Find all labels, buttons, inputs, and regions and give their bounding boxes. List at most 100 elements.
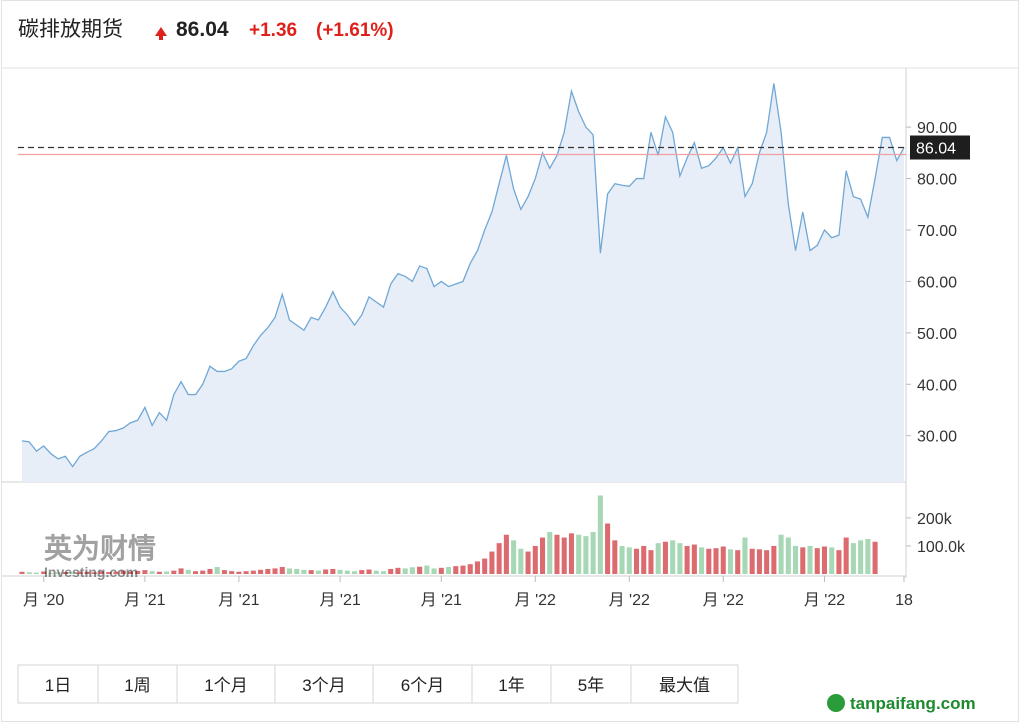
volume-bar [706, 548, 712, 574]
volume-bar [872, 541, 878, 574]
volume-bar [156, 571, 162, 574]
volume-bar [576, 534, 582, 574]
volume-bar [489, 551, 495, 574]
volume-bar [395, 567, 401, 574]
volume-bar [91, 572, 97, 574]
volume-bar [597, 495, 603, 574]
volume-bar [265, 568, 271, 574]
volume-bar [55, 572, 61, 574]
volume-bar [539, 537, 546, 574]
y-tick-label: 90.00 [917, 120, 957, 137]
volume-tick-label: 100.0k [917, 539, 966, 556]
volume-bar [800, 547, 806, 574]
volume-tick-label: 200k [917, 511, 953, 528]
price-line [21, 83, 905, 468]
volume-bar [373, 570, 379, 574]
volume-bar [807, 545, 813, 574]
volume-bar [438, 567, 444, 574]
volume-bar [677, 543, 683, 574]
volume-bar [164, 571, 170, 574]
volume-bar [626, 547, 632, 574]
volume-bar [214, 566, 220, 574]
volume-bar [250, 570, 256, 574]
area-fill [22, 83, 904, 482]
volume-bar [127, 571, 133, 574]
volume-bar [352, 571, 358, 574]
volume-bar [662, 541, 668, 574]
volume-bar [713, 548, 719, 574]
volume-bar [482, 558, 488, 574]
volume-bar [207, 568, 213, 574]
volume-bar [568, 533, 574, 574]
volume-bar [388, 568, 394, 574]
range-button[interactable] [274, 664, 374, 704]
range-button-label[interactable]: 1日 [45, 676, 71, 695]
x-tick-label: 18 [895, 592, 913, 609]
range-button-label[interactable]: 最大值 [659, 676, 710, 695]
range-button-label[interactable]: 1个月 [204, 676, 247, 695]
volume-bar [19, 571, 25, 574]
volume-bar [829, 547, 835, 574]
range-button-label[interactable]: 1周 [124, 676, 150, 695]
volume-bar [113, 571, 119, 574]
range-button[interactable] [176, 664, 276, 704]
range-button-label[interactable]: 3个月 [302, 676, 345, 695]
volume-bar [691, 544, 697, 574]
volume-bar [279, 566, 285, 574]
volume-bar [554, 534, 560, 574]
change: +1.36 [249, 20, 297, 41]
volume-bar [33, 572, 39, 574]
volume-bar [120, 570, 126, 574]
volume-bar [764, 550, 770, 574]
plot: 30.00 40.00 50.00 60.00 70.00 80.00 90.00 86.04… [18, 83, 970, 609]
price: 86.04 [176, 18, 229, 41]
volume-bar [771, 545, 777, 574]
volume-bar [417, 566, 423, 574]
volume-bar [77, 571, 83, 574]
volume-bar [778, 534, 784, 574]
volume-bar [294, 568, 300, 574]
volume-bar [742, 537, 748, 574]
range-button-label[interactable]: 1年 [498, 676, 524, 695]
volume-bar [619, 545, 625, 574]
volume-bar [315, 570, 321, 574]
volume-bar [503, 534, 509, 574]
range-button[interactable] [630, 664, 739, 704]
title: 碳排放期货 [18, 18, 123, 41]
y-tick-label: 30.00 [917, 429, 957, 446]
range-button-label[interactable]: 6个月 [401, 676, 444, 695]
range-button-label[interactable]: 5年 [578, 676, 604, 695]
volume-bar [727, 549, 734, 574]
last-price-tag: 86.04 [916, 141, 956, 158]
volume-bar [525, 551, 531, 574]
volume-bar [26, 572, 32, 574]
volume-bar [670, 540, 676, 574]
volume-bar [756, 549, 762, 574]
y-tick-label: 80.00 [917, 172, 957, 189]
volume-bar [511, 540, 517, 574]
volume-bar [62, 572, 68, 574]
volume-bar [814, 548, 820, 574]
volume-bar [612, 540, 618, 574]
range-button[interactable] [471, 664, 552, 704]
volume-bar [171, 570, 177, 574]
y-tick-label: 50.00 [917, 326, 957, 343]
x-tick-label: 月 '21 [124, 592, 165, 609]
volume-bar [793, 545, 799, 574]
volume-bar [229, 571, 235, 574]
range-button[interactable] [17, 664, 99, 704]
volume-bar [380, 571, 387, 574]
x-tick-label: 月 '22 [804, 592, 845, 609]
volume-bar [518, 548, 524, 574]
volume-bar [344, 570, 350, 574]
volume-bar [431, 568, 437, 574]
volume-bar [496, 543, 502, 574]
range-button[interactable] [372, 664, 473, 704]
volume-bar [850, 543, 856, 574]
volume-bar [474, 561, 480, 574]
y-tick-label: 40.00 [917, 377, 957, 394]
range-button[interactable] [97, 664, 178, 704]
volume-bar [272, 568, 278, 574]
